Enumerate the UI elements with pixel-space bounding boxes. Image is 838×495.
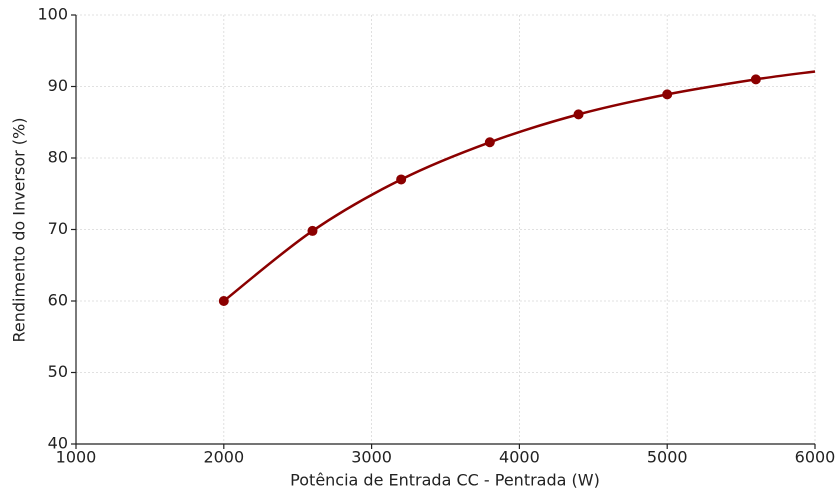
y-tick-label: 90 — [48, 76, 68, 95]
y-axis-label: Rendimento do Inversor (%) — [10, 118, 29, 343]
marker — [662, 89, 673, 100]
marker — [484, 137, 495, 148]
x-axis-label: Potência de Entrada CC - Pentrada (W) — [290, 471, 600, 490]
curve — [223, 70, 816, 302]
y-tick-label: 70 — [48, 219, 68, 238]
y-tick-label: 60 — [48, 291, 68, 310]
y-tick-label: 40 — [48, 434, 68, 453]
x-tick-label: 5000 — [647, 448, 688, 467]
x-tick-label: 1000 — [56, 448, 97, 467]
marker — [396, 174, 407, 185]
marker — [750, 74, 761, 85]
marker — [218, 296, 229, 306]
y-tick-label: 50 — [48, 362, 68, 381]
x-tick-label: 2000 — [203, 448, 244, 467]
x-tick-label: 3000 — [351, 448, 392, 467]
y-tick-label: 100 — [37, 5, 68, 24]
x-tick-label: 6000 — [795, 448, 836, 467]
y-tick-label: 80 — [48, 148, 68, 167]
marker — [573, 109, 584, 120]
marker — [307, 225, 318, 236]
x-tick-label: 4000 — [499, 448, 540, 467]
